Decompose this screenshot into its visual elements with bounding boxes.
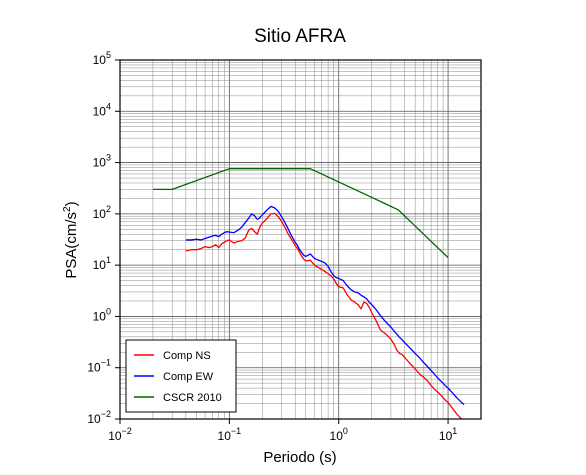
series-comp-ew [185, 205, 465, 406]
series-comp-ns [185, 212, 463, 419]
x-tick-label: 101 [439, 426, 457, 443]
y-tick-label: 105 [93, 50, 111, 67]
x-axis-label: Periodo (s) [263, 449, 336, 466]
series-cscr-2010 [152, 168, 449, 259]
y-tick-label: 10−1 [87, 358, 111, 375]
grid [119, 59, 482, 420]
plot-frame [119, 59, 482, 420]
y-tick-label: 10−2 [87, 409, 111, 426]
chart-title: Sitio AFRA [254, 26, 346, 47]
x-axis: 10−2 10−1 100 101 [108, 419, 457, 443]
y-axis: 10−2 10−1 100 101 102 103 104 105 [87, 50, 120, 426]
x-tick-label: 10−2 [108, 426, 132, 443]
y-tick-label: 100 [93, 306, 111, 323]
y-tick-label: 102 [93, 204, 111, 221]
y-axis-label: PSA(cm/s2) [62, 201, 80, 278]
x-tick-label: 10−1 [218, 426, 242, 443]
y-tick-label: 104 [93, 101, 111, 118]
legend: Comp NS Comp EW CSCR 2010 [125, 339, 237, 413]
x-tick-label: 100 [330, 426, 348, 443]
y-tick-label: 103 [93, 153, 111, 170]
series-layer [152, 168, 465, 419]
legend-label: Comp EW [163, 371, 214, 383]
legend-label: Comp NS [163, 350, 211, 362]
y-tick-label: 101 [93, 255, 111, 272]
legend-label: CSCR 2010 [163, 392, 222, 404]
